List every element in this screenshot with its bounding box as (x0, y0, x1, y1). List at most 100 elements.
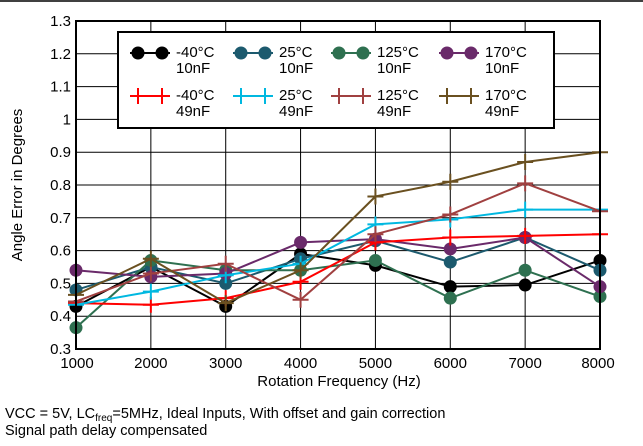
legend-label-line1: 25°C (279, 87, 313, 104)
legend-swatch-marker (234, 46, 248, 60)
x-tick-label: 1000 (60, 355, 93, 372)
legend-label-line1: 170°C (485, 44, 527, 61)
legend-label-line2: 49nF (176, 103, 210, 120)
legend-swatch-marker (257, 88, 273, 104)
data-point (367, 226, 384, 243)
y-tick-label: 1.2 (50, 46, 71, 63)
series-line (75, 236, 601, 288)
caption-line-2: Signal path delay compensated (5, 423, 208, 439)
x-tick-label: 5000 (359, 355, 392, 372)
data-point (142, 283, 159, 300)
x-axis-label: Rotation Frequency (Hz) (257, 373, 420, 390)
legend-label-line2: 49nF (485, 103, 519, 120)
y-tick-label: 1.1 (50, 79, 71, 96)
legend-label-line1: 170°C (485, 87, 527, 104)
legend-swatch-marker (463, 88, 479, 104)
x-tick-label: 8000 (581, 355, 614, 372)
legend-swatch-marker (355, 88, 371, 104)
series-line (75, 236, 601, 291)
legend-swatch-marker (155, 46, 169, 60)
series-line (75, 151, 601, 305)
data-point (518, 263, 532, 277)
data-point (442, 229, 459, 246)
legend-label-line1: 125°C (377, 44, 419, 61)
series-line (75, 259, 601, 329)
legend-swatch-marker (131, 46, 145, 60)
data-point (217, 295, 234, 312)
legend-swatch-marker (439, 88, 455, 104)
y-tick-labels: 0.3 0.4 0.5 0.6 0.7 0.8 0.9 1 1.1 1.2 1.3 (50, 13, 71, 358)
data-point (367, 188, 384, 205)
data-point (292, 291, 309, 308)
legend-label-line2: 49nF (377, 103, 411, 120)
data-point (517, 201, 534, 218)
x-tick-labels: 1000 2000 3000 4000 5000 6000 7000 8000 (60, 355, 614, 372)
x-tick-label: 3000 (209, 355, 242, 372)
x-tick-label: 7000 (508, 355, 541, 372)
caption-line-1-post: =5MHz, Ideal Inputs, With offset and gai… (112, 406, 446, 422)
data-point (217, 255, 234, 272)
y-tick-label: 1.3 (50, 13, 71, 30)
x-tick-label: 2000 (134, 355, 167, 372)
series-line (75, 182, 601, 303)
series-line (75, 233, 601, 306)
legend-label-line2: 10nF (279, 60, 313, 77)
legend-label-line1: 25°C (279, 44, 313, 61)
data-point (294, 235, 308, 249)
series-line (75, 252, 601, 308)
caption-line-1: VCC = 5V, LCfreq=5MHz, Ideal Inputs, Wit… (5, 406, 445, 427)
legend: -40°C10nF25°C10nF125°C10nF170°C10nF-40°C… (117, 31, 555, 129)
series-2 (69, 253, 607, 335)
data-point (443, 291, 457, 305)
legend-swatch-marker (154, 88, 170, 104)
legend-swatch-marker (130, 88, 146, 104)
caption-line-1-sub: freq (95, 413, 113, 424)
legend-label-line2: 10nF (377, 60, 411, 77)
legend-swatch-marker (258, 46, 272, 60)
legend-label-line2: 49nF (279, 103, 313, 120)
y-tick-label: 0.6 (50, 243, 71, 260)
data-point (368, 253, 382, 267)
legend-label-line1: -40°C (176, 44, 215, 61)
legend-swatch-marker (464, 46, 478, 60)
y-tick-label: 0.3 (50, 341, 71, 358)
x-tick-label: 6000 (434, 355, 467, 372)
legend-swatch-marker (332, 46, 346, 60)
series-line (75, 208, 600, 306)
legend-swatch-marker (233, 88, 249, 104)
y-tick-label: 0.7 (50, 210, 71, 227)
y-tick-label: 0.9 (50, 144, 71, 161)
y-tick-label: 0.5 (50, 275, 71, 292)
legend-label-line1: 125°C (377, 87, 419, 104)
legend-swatch-marker (331, 88, 347, 104)
y-tick-label: 1 (63, 111, 71, 128)
data-point (517, 175, 534, 192)
data-point (443, 280, 457, 294)
legend-swatch-marker (356, 46, 370, 60)
series-7 (68, 144, 608, 312)
data-point (442, 206, 459, 223)
y-axis-label: Angle Error in Degrees (9, 109, 26, 262)
data-point (142, 250, 159, 267)
plot-area (75, 20, 601, 350)
data-point (443, 255, 457, 269)
data-point (517, 227, 534, 244)
legend-label-line2: 10nF (485, 60, 519, 77)
legend-swatch-marker (440, 46, 454, 60)
y-tick-label: 0.8 (50, 177, 71, 194)
data-point (517, 154, 534, 171)
x-tick-label: 4000 (284, 355, 317, 372)
caption-line-1-pre: VCC = 5V, LC (5, 406, 96, 422)
data-point (292, 262, 309, 279)
legend-label-line1: -40°C (176, 87, 215, 104)
series-layer (68, 144, 608, 335)
legend-label-line2: 10nF (176, 60, 210, 77)
